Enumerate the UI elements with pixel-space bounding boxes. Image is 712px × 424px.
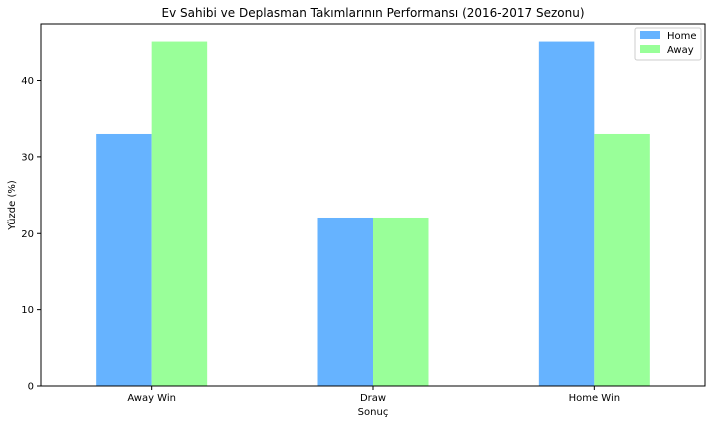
x-axis-ticks: Away Win Draw Home Win (127, 386, 620, 404)
x-axis-label: Sonuç (358, 407, 389, 418)
bar-home-home-win (538, 41, 595, 386)
legend-swatch-home (640, 31, 660, 39)
y-tick-label: 40 (21, 76, 34, 87)
bar-home-away-win (96, 133, 152, 386)
y-tick-label: 10 (21, 305, 34, 316)
bar-away-home-win (594, 133, 650, 386)
x-tick-label: Home Win (569, 393, 621, 404)
y-tick-label: 20 (21, 229, 34, 240)
chart-title: Ev Sahibi ve Deplasman Takımlarının Perf… (162, 6, 585, 20)
legend-label-home: Home (667, 31, 697, 42)
plot-frame (40, 23, 706, 387)
x-tick-label: Away Win (127, 393, 176, 404)
y-tick-label: 0 (28, 382, 34, 393)
bar-away-away-win (151, 41, 208, 386)
bar-away-draw (373, 217, 429, 386)
y-tick-label: 30 (21, 152, 34, 163)
legend: Home Away (634, 27, 702, 61)
legend-swatch-away (640, 45, 660, 53)
y-axis-label: Yüzde (%) (7, 180, 18, 231)
bars (96, 41, 650, 386)
x-tick-label: Draw (360, 393, 386, 404)
legend-label-away: Away (667, 45, 694, 56)
y-axis-ticks: 0 10 20 30 40 (21, 76, 41, 393)
bar-home-draw (317, 217, 373, 386)
